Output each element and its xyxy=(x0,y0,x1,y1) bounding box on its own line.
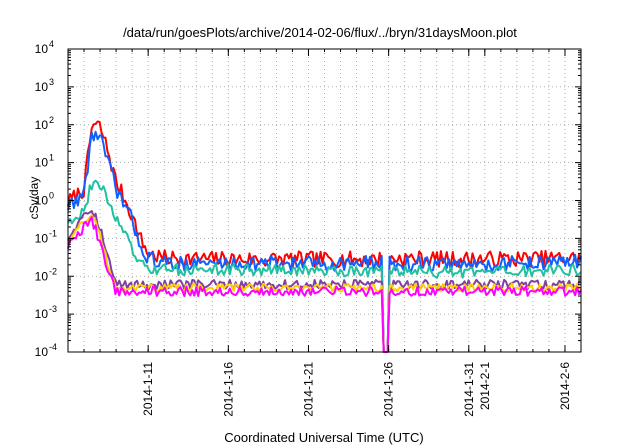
x-tick-label: 2014-1-31 xyxy=(462,362,476,417)
y-tick-exponent: 4 xyxy=(49,39,54,49)
chart-title: /data/run/goesPlots/archive/2014-02-06/f… xyxy=(123,25,517,40)
series-line xyxy=(67,179,582,353)
x-axis-label: Coordinated Universal Time (UTC) xyxy=(224,430,423,445)
x-tick-label: 2014-2-1 xyxy=(478,362,492,410)
y-tick-label: 10 xyxy=(35,307,49,321)
y-tick-label: 10 xyxy=(35,156,49,170)
x-tick-label: 2014-1-26 xyxy=(382,362,396,417)
series-line xyxy=(67,216,582,353)
y-tick-label: 10 xyxy=(35,345,49,359)
y-tick-label: 10 xyxy=(35,194,49,208)
plot-area xyxy=(67,120,582,353)
y-tick-exponent: 3 xyxy=(49,77,54,87)
y-tick-exponent: -2 xyxy=(49,266,57,276)
series-line xyxy=(67,130,582,353)
y-tick-label: 10 xyxy=(35,42,49,56)
y-tick-exponent: -1 xyxy=(49,228,57,238)
x-tick-label: 2014-1-16 xyxy=(221,362,235,417)
grid-lines xyxy=(67,49,582,352)
x-tick-label: 2014-1-11 xyxy=(141,362,155,416)
y-axis-label: cSv/day xyxy=(27,177,41,220)
y-tick-label: 10 xyxy=(35,80,49,94)
x-tick-label: 2014-1-21 xyxy=(301,362,315,417)
y-tick-exponent: -3 xyxy=(49,304,57,314)
y-tick-exponent: -4 xyxy=(49,342,57,352)
y-tick-exponent: 2 xyxy=(49,115,54,125)
x-tick-label: 2014-2-6 xyxy=(558,362,572,410)
x-ticks: 2014-1-11 2014-1-16 2014-1-21 2014-1-26 2014… xyxy=(67,49,582,417)
y-tick-exponent: 1 xyxy=(49,153,54,163)
y-tick-label: 10 xyxy=(35,118,49,132)
y-tick-label: 10 xyxy=(35,269,49,283)
y-tick-label: 10 xyxy=(35,231,49,245)
y-tick-exponent: 0 xyxy=(49,191,54,201)
